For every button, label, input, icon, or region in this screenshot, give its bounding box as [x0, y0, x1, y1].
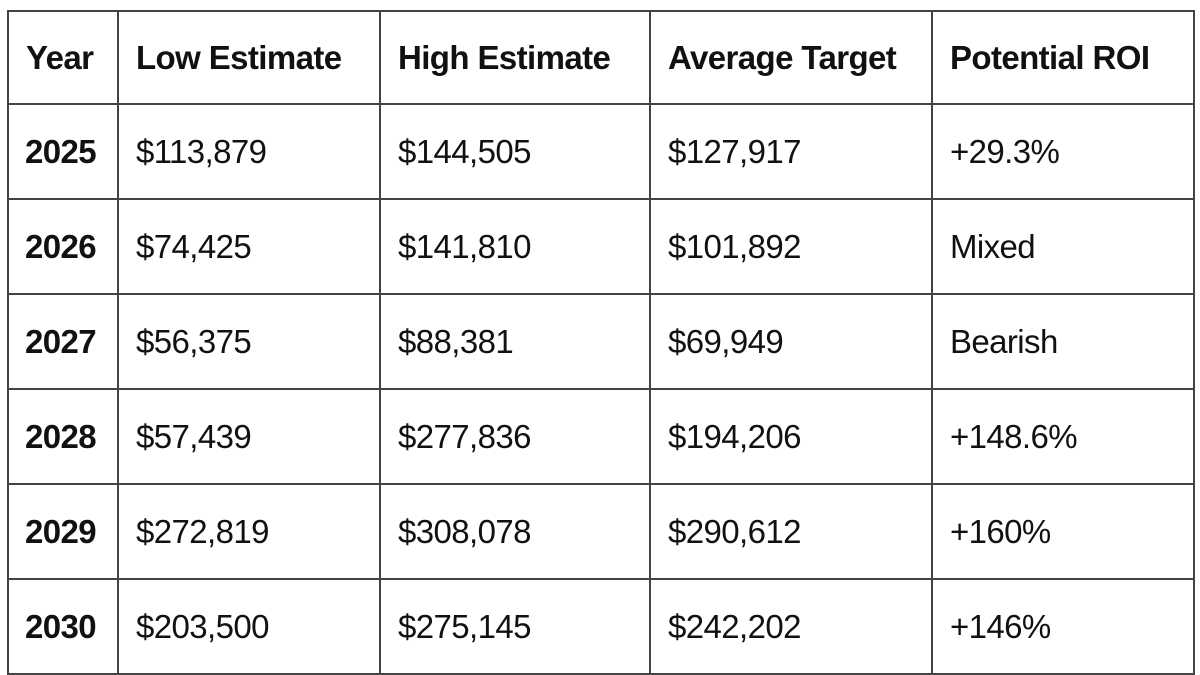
header-average-target: Average Target — [649, 10, 933, 105]
year-cell: 2025 — [7, 103, 119, 200]
potential-roi-cell: +160% — [931, 483, 1195, 580]
header-row: Year Low Estimate High Estimate Average … — [7, 10, 1195, 105]
average-target-cell: $101,892 — [649, 198, 933, 295]
table-row: 2029 $272,819 $308,078 $290,612 +160% — [7, 483, 1195, 580]
potential-roi-cell: Bearish — [931, 293, 1195, 390]
high-estimate-cell: $308,078 — [379, 483, 651, 580]
low-estimate-cell: $203,500 — [117, 578, 381, 675]
header-low-estimate: Low Estimate — [117, 10, 381, 105]
high-estimate-cell: $277,836 — [379, 388, 651, 485]
average-target-cell: $290,612 — [649, 483, 933, 580]
header-high-estimate: High Estimate — [379, 10, 651, 105]
table-header: Year Low Estimate High Estimate Average … — [7, 10, 1195, 105]
header-potential-roi: Potential ROI — [931, 10, 1195, 105]
table-body: 2025 $113,879 $144,505 $127,917 +29.3% 2… — [7, 103, 1195, 675]
year-cell: 2029 — [7, 483, 119, 580]
table-row: 2030 $203,500 $275,145 $242,202 +146% — [7, 578, 1195, 675]
potential-roi-cell: Mixed — [931, 198, 1195, 295]
average-target-cell: $242,202 — [649, 578, 933, 675]
average-target-cell: $194,206 — [649, 388, 933, 485]
year-cell: 2030 — [7, 578, 119, 675]
high-estimate-cell: $88,381 — [379, 293, 651, 390]
potential-roi-cell: +146% — [931, 578, 1195, 675]
year-cell: 2028 — [7, 388, 119, 485]
low-estimate-cell: $56,375 — [117, 293, 381, 390]
low-estimate-cell: $113,879 — [117, 103, 381, 200]
table-row: 2025 $113,879 $144,505 $127,917 +29.3% — [7, 103, 1195, 200]
low-estimate-cell: $57,439 — [117, 388, 381, 485]
potential-roi-cell: +29.3% — [931, 103, 1195, 200]
potential-roi-cell: +148.6% — [931, 388, 1195, 485]
average-target-cell: $69,949 — [649, 293, 933, 390]
high-estimate-cell: $275,145 — [379, 578, 651, 675]
high-estimate-cell: $144,505 — [379, 103, 651, 200]
table-row: 2026 $74,425 $141,810 $101,892 Mixed — [7, 198, 1195, 295]
average-target-cell: $127,917 — [649, 103, 933, 200]
price-estimate-table: Year Low Estimate High Estimate Average … — [7, 10, 1195, 675]
header-year: Year — [7, 10, 119, 105]
low-estimate-cell: $74,425 — [117, 198, 381, 295]
year-cell: 2027 — [7, 293, 119, 390]
low-estimate-cell: $272,819 — [117, 483, 381, 580]
year-cell: 2026 — [7, 198, 119, 295]
high-estimate-cell: $141,810 — [379, 198, 651, 295]
table-row: 2028 $57,439 $277,836 $194,206 +148.6% — [7, 388, 1195, 485]
table-row: 2027 $56,375 $88,381 $69,949 Bearish — [7, 293, 1195, 390]
